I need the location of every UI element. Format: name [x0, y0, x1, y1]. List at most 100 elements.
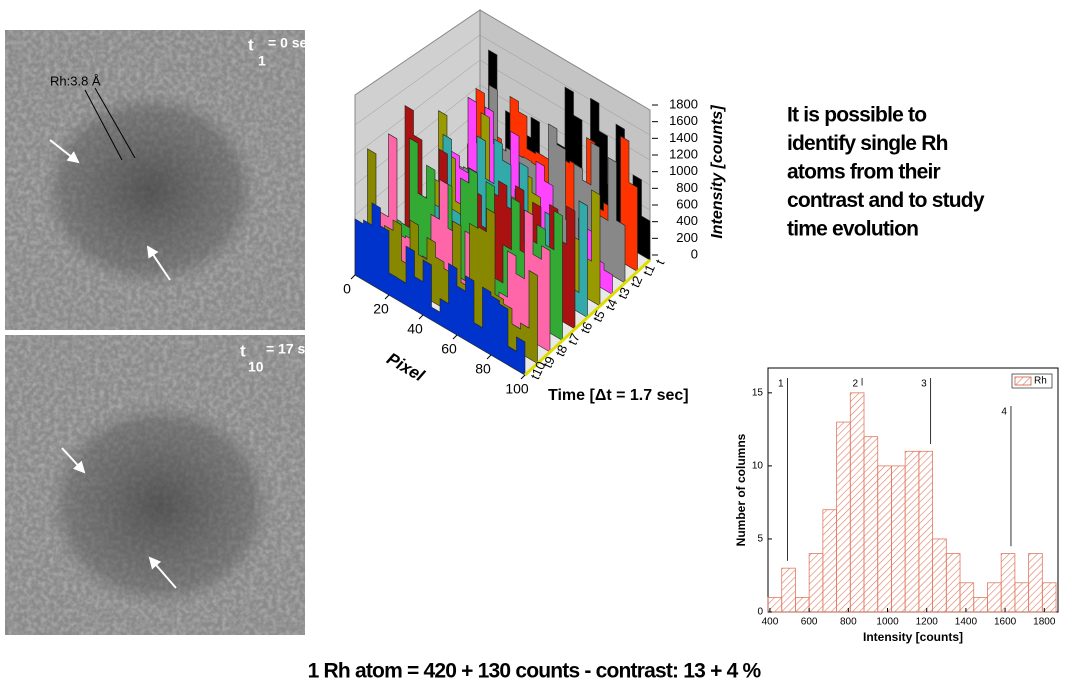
statement-line: time evolution	[787, 218, 918, 241]
x-tick-label: 1200	[916, 617, 939, 628]
waterfall-slice	[379, 133, 551, 353]
histogram: 400 600 800 1000 1200 1400 1600 1800 0 5 10 15 Inten…	[734, 367, 1059, 644]
y-tick-label: t5	[590, 308, 608, 324]
x-tick	[418, 314, 424, 320]
legend-label: Rh	[1034, 376, 1047, 387]
y-tick-label: t3	[615, 285, 633, 301]
z-tick-label: 0	[691, 246, 698, 261]
y-tick-label: 0	[757, 607, 763, 618]
x-tick	[452, 334, 458, 340]
wall-grid	[354, 59, 481, 156]
x-axis-title: Intensity [counts]	[863, 630, 963, 644]
histogram-bar	[781, 567, 796, 613]
x-tick-label: 40	[407, 321, 423, 337]
statement: It is possible to identify single Rh atoms…	[787, 104, 986, 241]
histogram-bar	[1041, 582, 1057, 613]
histogram-bar	[877, 465, 892, 613]
z-axis-title: Intensity [counts]	[709, 105, 726, 239]
wall-grid	[479, 34, 651, 136]
y-tick-label: 10	[752, 461, 764, 472]
tem-image: t 1 = 0 sec Rh:3.8 Å	[5, 30, 315, 330]
x-tick	[350, 274, 356, 280]
histogram-bar	[904, 450, 920, 613]
histogram-bar	[836, 421, 851, 613]
x-tick-label: 1600	[994, 617, 1017, 628]
statement-line: identify single Rh	[787, 132, 948, 155]
histogram-bar	[795, 596, 810, 613]
footer: 1 Rh atom = 420 + 130 counts - contrast:…	[308, 660, 762, 683]
z-tick-label: 200	[676, 230, 698, 245]
y-tick-label: 5	[757, 534, 763, 545]
x-tick-label: 60	[441, 341, 457, 357]
statement-line: atoms from their	[787, 161, 941, 184]
histogram-bar	[808, 553, 824, 613]
x-tick-label: 1000	[876, 617, 899, 628]
z-tick-label: 1600	[669, 113, 698, 128]
z-tick-label: 400	[676, 213, 698, 228]
y-tick-label: t1	[640, 262, 658, 278]
y-tick-label: 15	[752, 387, 764, 398]
histogram-bar	[959, 582, 975, 613]
statement-line: It is possible to	[787, 104, 926, 127]
time-label: t	[240, 341, 246, 360]
waterfall-slice	[354, 202, 526, 376]
histogram-bar	[987, 582, 1002, 613]
x-tick-label: 400	[762, 617, 779, 628]
legend-swatch	[1014, 376, 1032, 386]
statement-line: contrast and to study	[787, 189, 985, 212]
y-axis-title: Time [Δt = 1.7 sec]	[548, 387, 689, 404]
y-tick-label: t4	[602, 297, 620, 313]
y-tick-label: t	[652, 257, 667, 267]
histogram-bar	[973, 596, 988, 613]
histogram-bar	[945, 553, 961, 613]
x-tick-label: 80	[475, 361, 491, 377]
histogram-bar	[822, 509, 837, 613]
histogram-bar	[1028, 553, 1043, 613]
time-index: 1	[258, 53, 266, 69]
x-tick-label: 600	[801, 617, 818, 628]
time-index: 10	[248, 359, 264, 375]
z-tick-label: 1000	[669, 163, 698, 178]
annotation-label: 3	[921, 379, 927, 390]
x-axis-title: Pixel	[384, 349, 429, 386]
z-tick-label: 1400	[669, 130, 698, 145]
x-tick-label: 0	[343, 281, 351, 297]
time-value: = 17 sec	[266, 341, 321, 357]
x-tick-label: 1800	[1033, 617, 1056, 628]
x-tick-label: 800	[840, 617, 857, 628]
z-tick-label: 800	[676, 180, 698, 195]
tem-image: t 10 = 17 sec	[5, 335, 321, 635]
y-tick-label: t2	[627, 274, 645, 290]
x-tick	[520, 374, 526, 380]
y-tick-label: t10	[527, 359, 548, 382]
histogram-bar	[918, 450, 933, 613]
x-tick-label: 1400	[955, 617, 978, 628]
annotation-label: 1	[778, 379, 784, 390]
y-axis-title: Number of columns	[734, 433, 748, 546]
time-label: t	[248, 35, 254, 54]
histogram-bar	[1014, 582, 1030, 613]
scale-label: Rh:3.8 Å	[50, 73, 101, 88]
wall-grid	[354, 34, 481, 126]
z-tick-label: 1200	[669, 146, 698, 161]
histogram-bar	[1000, 553, 1016, 613]
x-tick-label: 20	[373, 301, 389, 317]
time-axis	[523, 258, 652, 377]
time-value: = 0 sec	[268, 35, 315, 51]
y-tick-label: t6	[577, 320, 595, 336]
x-tick	[384, 294, 390, 300]
y-tick-label: t8	[552, 343, 570, 359]
histogram-bar	[932, 538, 947, 613]
z-tick-label: 1800	[669, 96, 698, 111]
x-tick-label: 100	[505, 381, 529, 397]
annotation-label: 2	[852, 379, 858, 390]
annotation-label: 4	[1001, 407, 1007, 418]
z-tick-label: 600	[676, 196, 698, 211]
plot-3d: 0200400600800100012001400160018000204060…	[343, 9, 726, 404]
histogram-bar	[849, 392, 865, 613]
x-tick	[486, 354, 492, 360]
histogram-bar	[863, 436, 879, 613]
y-tick-label: t7	[565, 331, 583, 347]
